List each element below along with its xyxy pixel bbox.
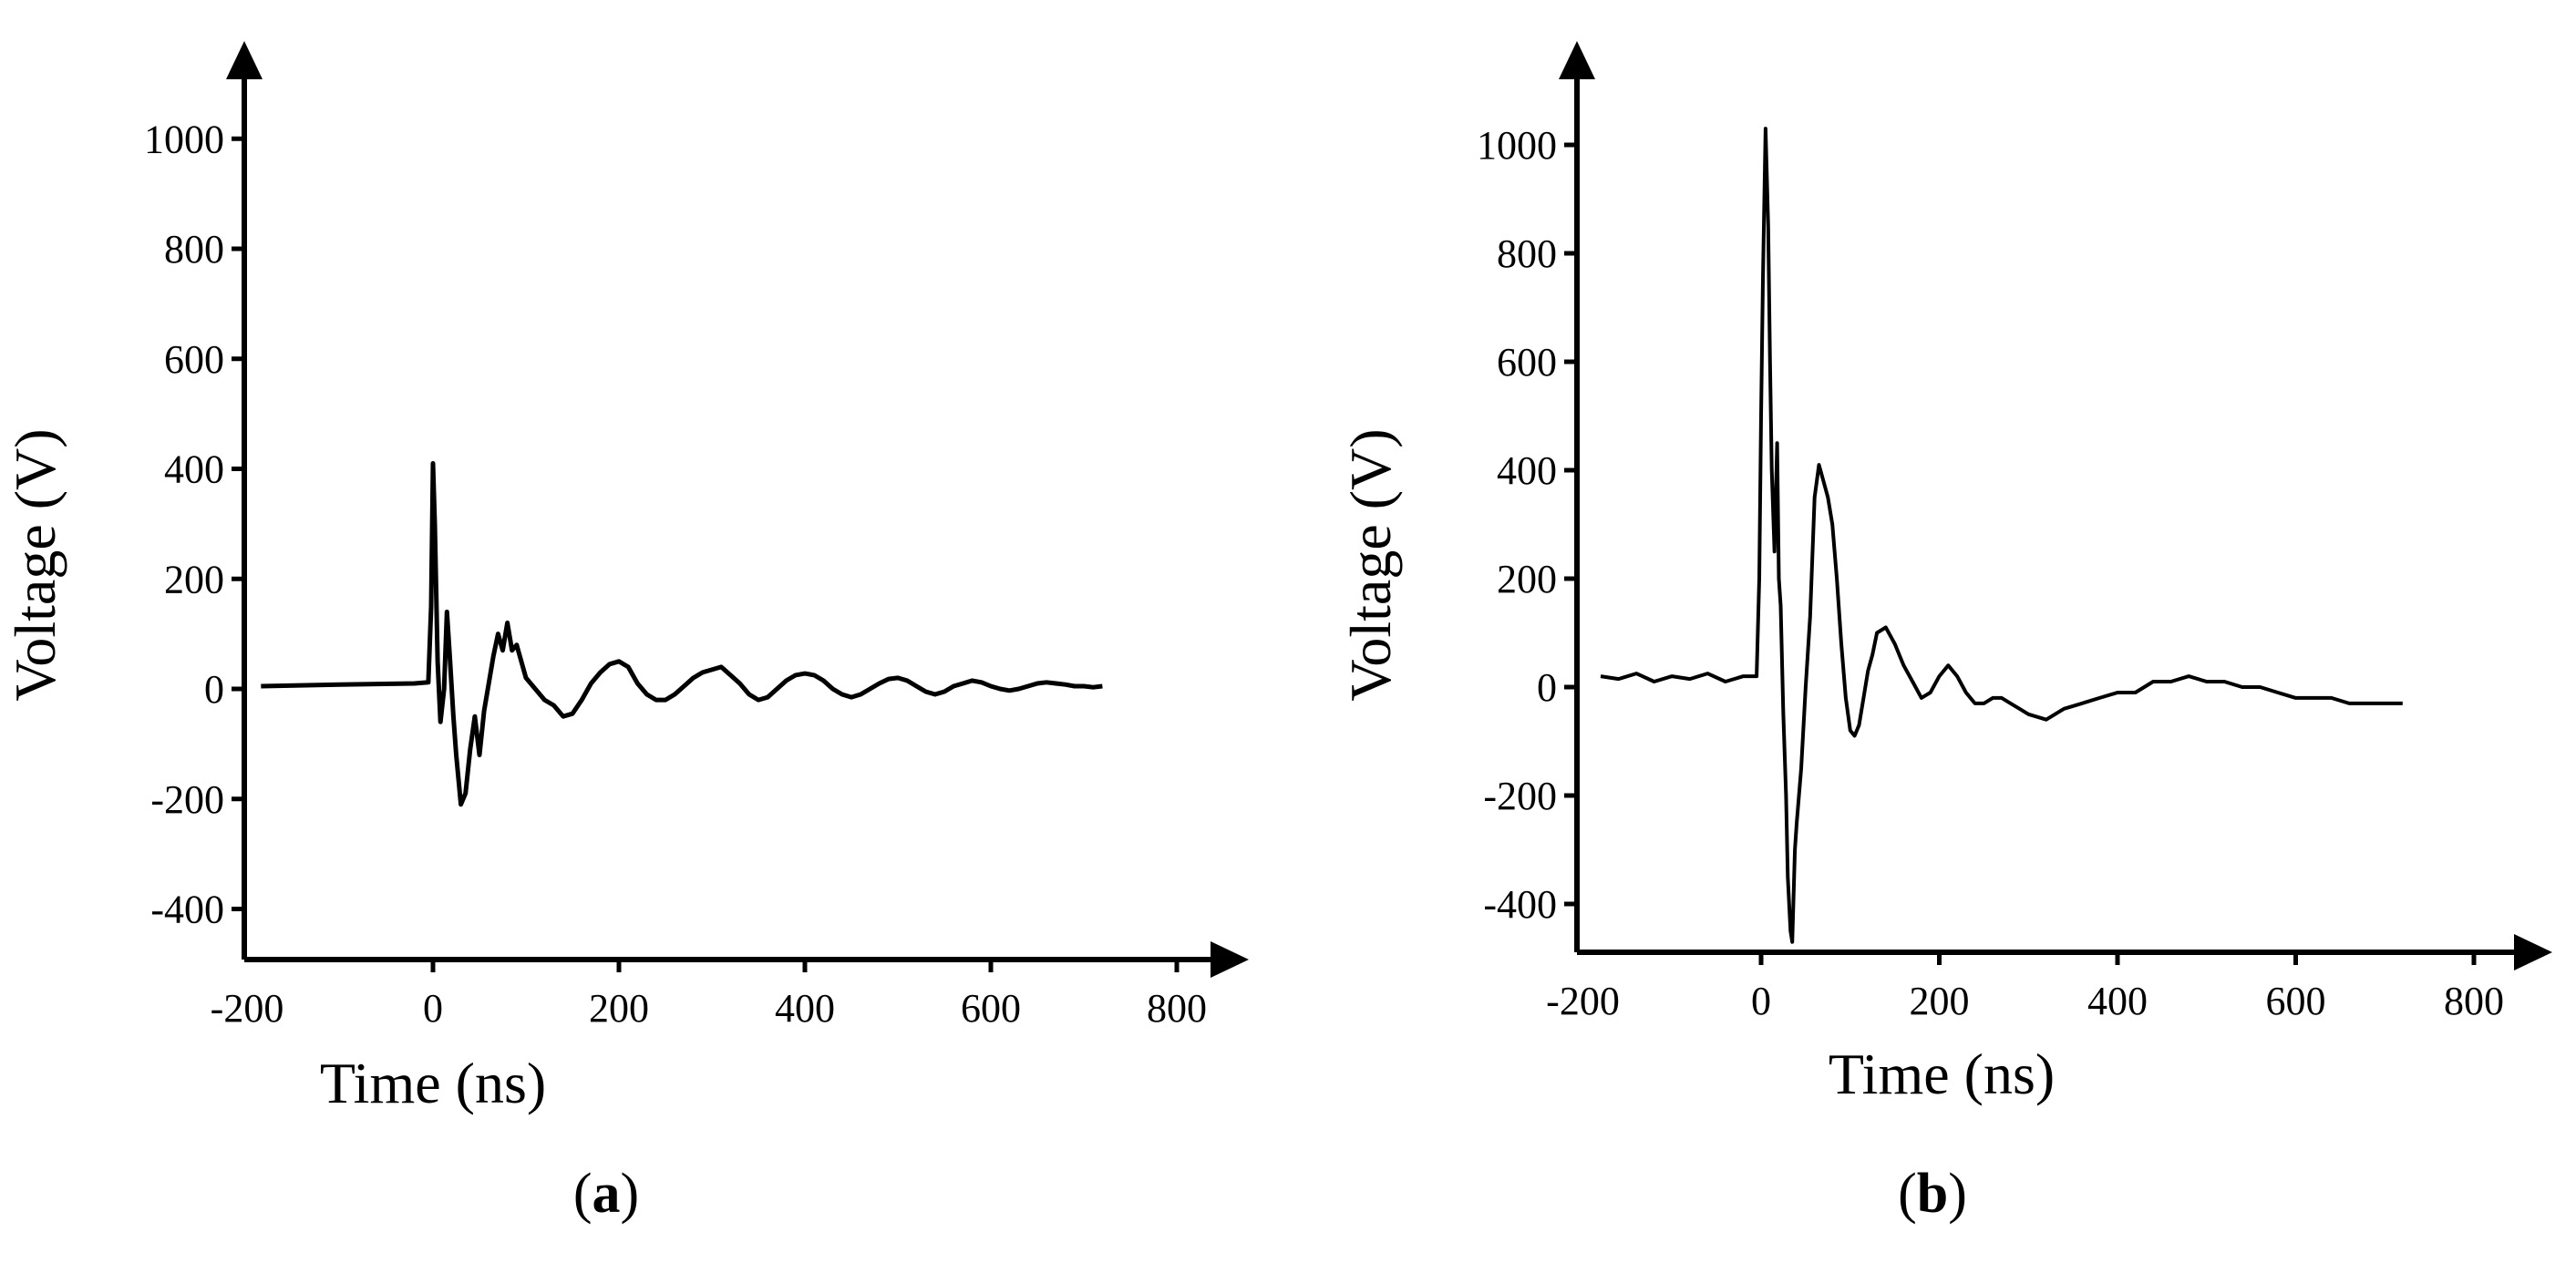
x-tick-label: 0 — [423, 986, 443, 1031]
y-tick-label: 600 — [1497, 340, 1557, 385]
axes-a — [226, 41, 1249, 978]
panel-letter-b: b — [1917, 1163, 1948, 1225]
y-tick-label: 400 — [1497, 448, 1557, 493]
y-tick-label: 0 — [1537, 665, 1557, 710]
panel-label-a: (a) — [573, 1163, 639, 1225]
series-line-b — [1600, 127, 2403, 944]
y-tick-labels-a: -400 -200 0 200 400 600 800 1000 — [144, 117, 244, 932]
series-line-a — [261, 461, 1103, 807]
y-tick-label: 1000 — [144, 117, 224, 161]
y-tick-label: 800 — [1497, 231, 1557, 276]
y-tick-labels-b: -400 -200 0 200 400 600 800 1000 — [1477, 123, 1577, 927]
y-tick-label: 0 — [204, 667, 224, 712]
y-tick-label: 1000 — [1477, 123, 1557, 168]
x-tick-label: 600 — [961, 986, 1021, 1031]
chart-panel-a: -400 -200 0 200 400 600 800 1000 -200 0 200 400 600… — [3, 41, 1249, 1225]
y-tick-label: 600 — [164, 337, 224, 382]
x-tick-label: 0 — [1751, 979, 1771, 1023]
y-tick-label: 200 — [1497, 557, 1557, 601]
y-tick-label: -200 — [150, 777, 224, 822]
panel-label-b: (b) — [1898, 1163, 1967, 1225]
y-tick-label: -400 — [1483, 882, 1557, 927]
x-tick-label: -200 — [1546, 979, 1620, 1023]
y-tick-label: -200 — [1483, 774, 1557, 818]
x-tick-labels-a: -200 0 200 400 600 800 — [211, 960, 1207, 1031]
y-tick-label: 400 — [164, 447, 224, 492]
y-axis-title-a: Voltage (V) — [3, 428, 67, 701]
x-tick-label: 400 — [2087, 979, 2148, 1023]
y-axis-arrowhead — [1559, 41, 1595, 79]
y-tick-label: 800 — [164, 227, 224, 272]
y-axis-title-b: Voltage (V) — [1338, 428, 1403, 701]
x-axis-title-a: Time (ns) — [320, 1051, 546, 1115]
panel-letter-a: a — [592, 1163, 621, 1225]
x-tick-label: 200 — [1910, 979, 1970, 1023]
x-axis-arrowhead — [1211, 941, 1249, 978]
x-tick-label: 800 — [2444, 979, 2504, 1023]
x-tick-label: 800 — [1147, 986, 1207, 1031]
x-tick-label: 200 — [589, 986, 649, 1031]
x-tick-labels-b: -200 0 200 400 600 800 — [1546, 952, 2504, 1023]
y-axis-arrowhead — [226, 41, 263, 79]
x-axis-title-b: Time (ns) — [1829, 1042, 2055, 1106]
axes-b — [1559, 41, 2552, 970]
x-axis-arrowhead — [2514, 934, 2552, 970]
chart-panel-b: -400 -200 0 200 400 600 800 1000 -200 0 200 400 600… — [1338, 41, 2552, 1225]
x-tick-label: -200 — [211, 986, 284, 1031]
x-tick-label: 600 — [2266, 979, 2326, 1023]
x-tick-label: 400 — [775, 986, 835, 1031]
y-tick-label: 200 — [164, 557, 224, 601]
y-tick-label: -400 — [150, 888, 224, 932]
